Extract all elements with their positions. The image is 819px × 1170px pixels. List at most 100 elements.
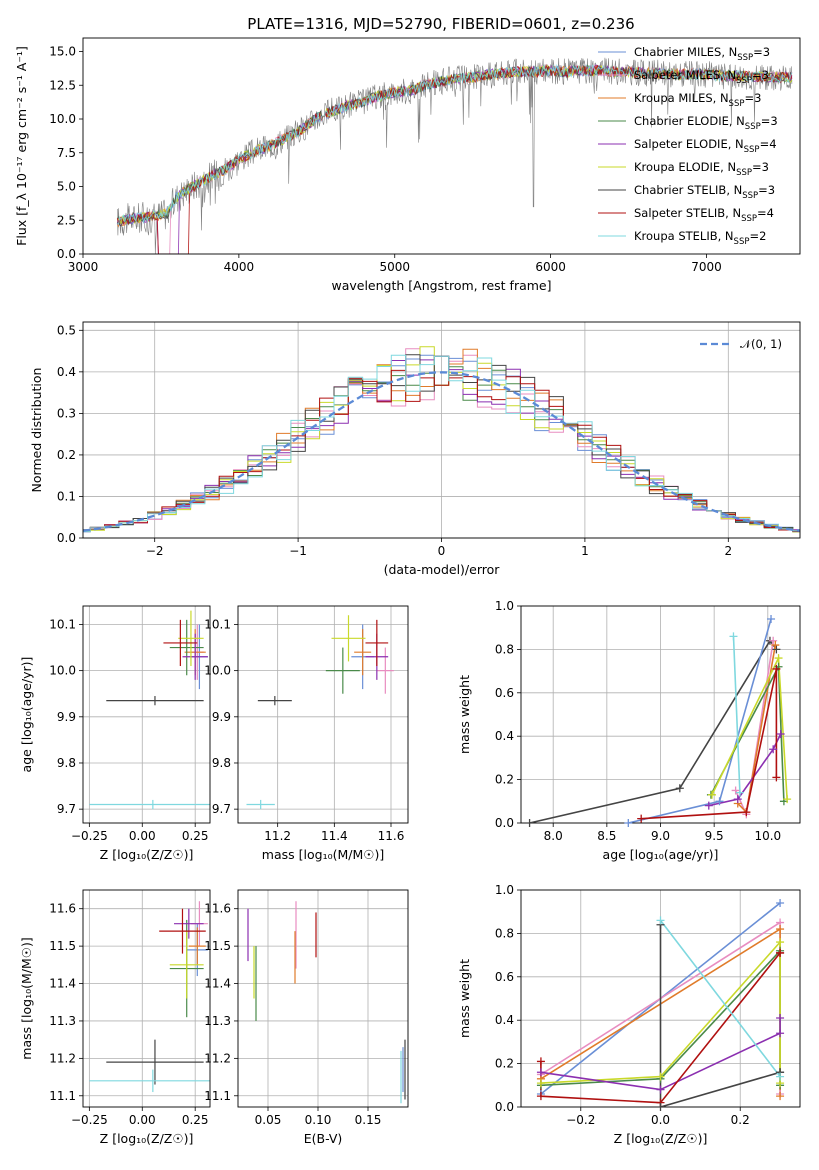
weight-marker xyxy=(783,795,792,804)
weight-marker xyxy=(776,925,785,934)
legend-label-value: =3 xyxy=(761,114,778,128)
legend-label: Chabrier MILES, NSSP=3 xyxy=(634,45,770,63)
y-tick-label: 9.9 xyxy=(57,710,76,724)
x-tick-label: 8.0 xyxy=(544,829,563,843)
x-tick-label: −1 xyxy=(289,544,307,558)
weight-line xyxy=(732,636,741,793)
weight-marker xyxy=(656,1072,665,1081)
axes-frame xyxy=(82,889,211,1108)
legend-label-name: Salpeter MILES, N xyxy=(634,68,736,82)
y-tick-label: 0.4 xyxy=(495,1013,514,1027)
weight-marker xyxy=(776,899,785,908)
legend-label: Salpeter STELIB, NSSP=4 xyxy=(634,206,774,224)
weight-marker xyxy=(708,790,717,799)
legend-label-sub: SSP xyxy=(736,76,752,86)
axes-residuals: −2 −1 0 1 2 0.0 0.1 0.2 0.3 0.4 0.5 (data-model)/er… xyxy=(29,321,801,577)
weight-marker xyxy=(536,1092,545,1101)
axes-age_vs_mass: 11.2 11.4 11.6 9.7 9.8 9.9 10.0 10.1 mass [log₁₀… xyxy=(204,605,409,862)
weight-marker xyxy=(776,1072,785,1081)
y-tick-label: 1.0 xyxy=(495,599,514,613)
y-tick-label: 0.3 xyxy=(57,406,76,420)
weight-marker xyxy=(774,654,783,663)
weight-line xyxy=(708,733,782,807)
legend-label-name: Kroupa MILES, N xyxy=(634,91,729,105)
y-tick-label: 11.2 xyxy=(204,1051,231,1065)
x-axis-label: Z [log₁₀(Z/Z☉)] xyxy=(100,1131,194,1146)
y-tick-label: 0.2 xyxy=(57,448,76,462)
plot-area xyxy=(83,346,800,533)
x-tick-label: 9.5 xyxy=(705,829,724,843)
x-tick-label: 6000 xyxy=(535,260,566,274)
legend-label-name: Chabrier STELIB, N xyxy=(634,183,742,197)
weight-line xyxy=(540,1018,781,1091)
x-tick-label: 0.10 xyxy=(305,1113,332,1127)
x-axis-label: mass [log₁₀(M/M☉)] xyxy=(262,847,384,862)
legend-label-value: =3 xyxy=(752,160,769,174)
plot-area xyxy=(89,901,210,1093)
legend-label-name: Chabrier ELODIE, N xyxy=(634,114,745,128)
y-tick-label: 0.0 xyxy=(57,247,76,261)
y-tick-label: 11.5 xyxy=(204,939,231,953)
legend-label-sub: SSP xyxy=(742,191,758,201)
x-tick-label: 11.2 xyxy=(264,829,291,843)
x-axis-label: wavelength [Angstrom, rest frame] xyxy=(331,278,551,293)
y-tick-label: 0.6 xyxy=(495,970,514,984)
x-tick-label: 10.0 xyxy=(754,829,781,843)
y-tick-label: 11.4 xyxy=(204,977,231,991)
axes-spectrum: 3000 4000 5000 6000 7000 0.0 2.5 5.0 7.5 10.0 12.5… xyxy=(14,37,801,293)
y-tick-label: 0.1 xyxy=(57,489,76,503)
model-spectrum-salpeter-elodie xyxy=(116,64,793,254)
weight-marker xyxy=(735,788,744,797)
y-tick-label: 0.6 xyxy=(495,686,514,700)
axes-weight_vs_age: 8.0 8.5 9.0 9.5 10.0 0.0 0.2 0.4 0.6 0.8 1.0 age [l… xyxy=(457,599,801,862)
y-tick-label: 10.0 xyxy=(204,664,231,678)
x-tick-label: −0.25 xyxy=(71,1113,108,1127)
weight-marker xyxy=(729,632,738,641)
legend-label-value: =3 xyxy=(758,183,775,197)
weight-line xyxy=(540,939,781,1084)
y-tick-label: 0.8 xyxy=(495,926,514,940)
plot-area xyxy=(246,615,394,810)
y-tick-label: 0.0 xyxy=(495,1100,514,1114)
x-tick-label: 3000 xyxy=(68,260,99,274)
legend-label-sub: SSP xyxy=(745,122,761,132)
axes-frame xyxy=(82,37,801,255)
legend-label-name: Chabrier MILES, N xyxy=(634,45,737,59)
y-tick-label: 0.8 xyxy=(495,642,514,656)
axes-frame xyxy=(237,605,409,824)
plot-area xyxy=(247,901,406,1104)
y-tick-label: 11.6 xyxy=(49,902,76,916)
weight-marker xyxy=(771,641,780,650)
weight-marker xyxy=(656,1103,665,1111)
plot-area xyxy=(89,610,210,810)
weight-marker xyxy=(742,808,751,817)
x-tick-label: 0.25 xyxy=(182,1113,209,1127)
weight-line xyxy=(659,919,781,1078)
legend-label-name: Salpeter STELIB, N xyxy=(634,206,741,220)
y-tick-label: 9.9 xyxy=(212,710,231,724)
legend-label: Kroupa STELIB, NSSP=2 xyxy=(634,229,766,247)
y-tick-label: 0.0 xyxy=(57,531,76,545)
x-tick-label: 11.4 xyxy=(321,829,348,843)
y-tick-label: 0.2 xyxy=(495,1057,514,1071)
weight-marker xyxy=(656,1085,665,1094)
legend-label-value: =3 xyxy=(744,91,761,105)
y-tick-label: 2.5 xyxy=(57,213,76,227)
y-tick-label: 0.2 xyxy=(495,773,514,787)
x-axis-label: E(B-V) xyxy=(304,1131,343,1146)
axes-age_vs_Z: −0.25 0.00 0.25 9.7 9.8 9.9 10.0 10.1 Z [log₁₀(Z… xyxy=(19,605,211,862)
axes-mass_vs_Z: −0.25 0.00 0.25 11.1 11.2 11.3 11.4 11.5 11.6 Z [… xyxy=(19,889,211,1146)
weight-line xyxy=(641,668,778,820)
y-tick-label: 11.2 xyxy=(49,1051,76,1065)
y-tick-label: 11.4 xyxy=(49,977,76,991)
weight-marker xyxy=(675,784,684,793)
y-tick-label: 0.5 xyxy=(57,323,76,337)
y-tick-label: 12.5 xyxy=(49,78,76,92)
legend-label: Chabrier STELIB, NSSP=3 xyxy=(634,183,775,201)
legend-label-sub: SSP xyxy=(741,214,757,224)
y-tick-label: 5.0 xyxy=(57,180,76,194)
y-tick-label: 11.1 xyxy=(49,1089,76,1103)
x-tick-label: 8.5 xyxy=(597,829,616,843)
weight-marker xyxy=(536,1079,545,1088)
x-tick-label: 9.0 xyxy=(651,829,670,843)
